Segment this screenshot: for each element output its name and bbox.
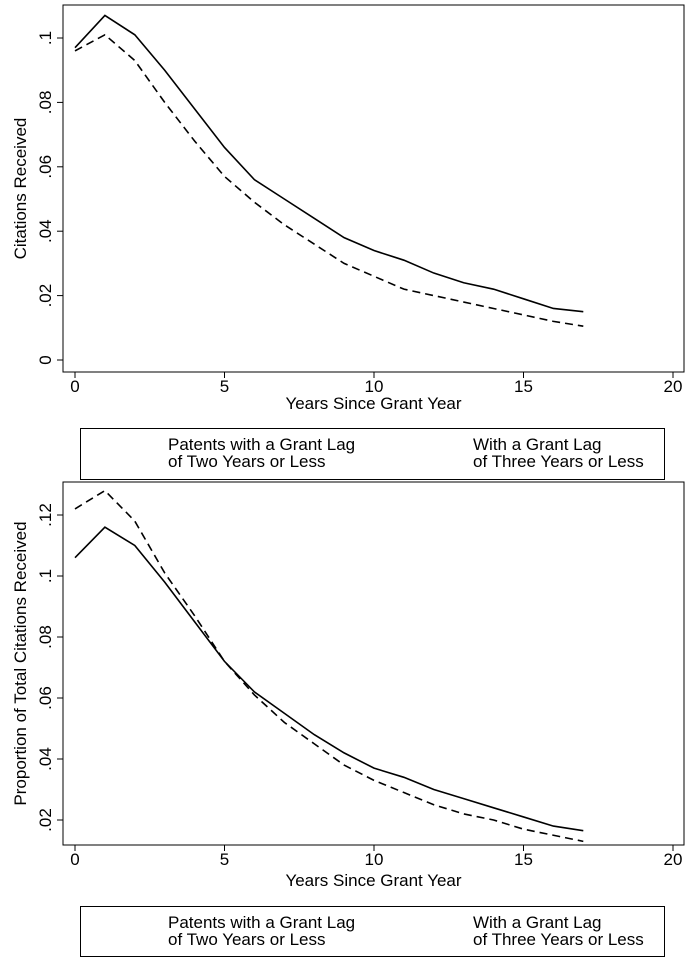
x-tick-label: 15 [514,850,533,869]
x-axis-label: Years Since Grant Year [285,871,461,890]
series-line [74,14,584,313]
legend [80,428,665,480]
y-tick-label: .06 [36,686,55,710]
y-tick-label: .1 [36,31,55,45]
legend [80,906,665,957]
y-tick-label: .08 [36,625,55,649]
legend-label: Patents with a Grant Lag of Two Years or… [168,435,356,471]
x-tick-label: 5 [220,850,229,869]
x-tick-label: 20 [664,850,683,869]
y-tick-label: .04 [36,219,55,243]
y-axis-label: Citations Received [11,118,30,260]
x-axis-label: Years Since Grant Year [285,394,461,413]
y-tick-label: .02 [36,808,55,832]
x-tick-label: 0 [70,850,79,869]
x-tick-label: 20 [664,377,683,396]
y-tick-label: .04 [36,747,55,771]
y-tick-label: .12 [36,503,55,527]
legend-label: With a Grant Lag of Three Years or Less [473,435,644,471]
x-tick-label: 10 [365,377,384,396]
y-tick-label: .06 [36,155,55,179]
series-line [74,489,584,843]
x-tick-label: 15 [514,377,533,396]
y-tick-label: .02 [36,284,55,308]
x-tick-label: 10 [365,850,384,869]
y-tick-label: .08 [36,91,55,115]
y-axis-label: Proportion of Total Citations Received [11,521,30,805]
series-line [74,33,584,327]
series-line [74,526,584,832]
x-tick-label: 0 [70,377,79,396]
plot-frame [62,481,685,846]
legend-label: With a Grant Lag of Three Years or Less [473,913,644,949]
y-tick-label: 0 [36,355,55,364]
y-tick-label: .1 [36,569,55,583]
legend-label: Patents with a Grant Lag of Two Years or… [168,913,356,949]
x-tick-label: 5 [220,377,229,396]
